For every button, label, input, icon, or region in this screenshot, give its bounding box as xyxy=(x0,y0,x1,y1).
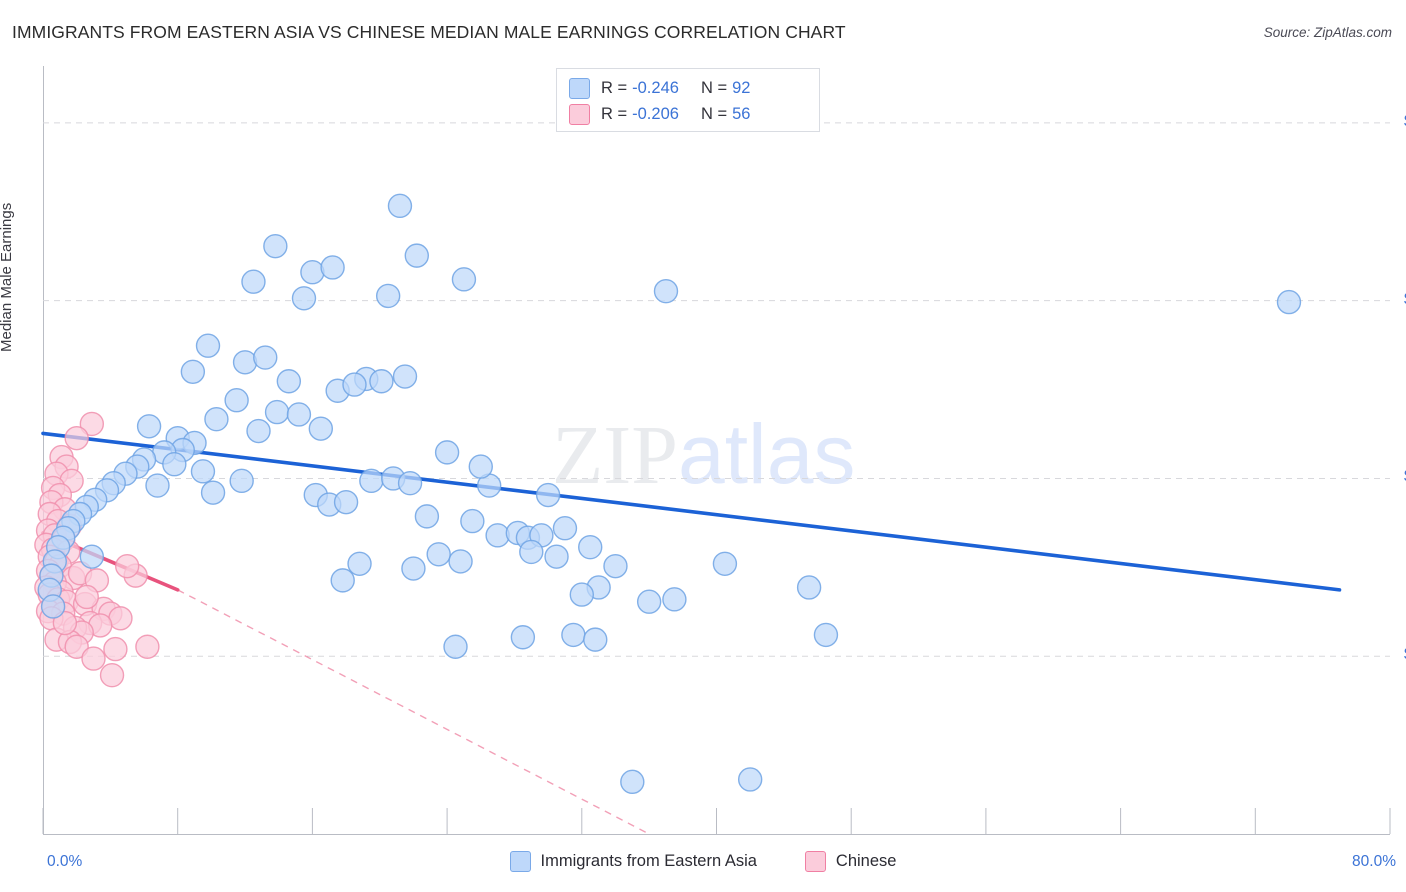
bottom-legend: Immigrants from Eastern Asia Chinese xyxy=(0,851,1406,872)
gridlines xyxy=(43,122,1390,657)
stats-n-value-0: 92 xyxy=(732,78,751,97)
source-attribution: Source: ZipAtlas.com xyxy=(1263,25,1392,40)
legend-swatch-immigrants xyxy=(509,851,531,872)
stats-r-value-1: -0.206 xyxy=(632,104,679,123)
stats-swatch-immigrants xyxy=(569,77,590,99)
stats-n-value-1: 56 xyxy=(732,104,751,123)
y-axis-tick-label: $37,500 xyxy=(1404,646,1406,664)
y-axis-line xyxy=(43,66,44,834)
x-axis-max-label: 80.0% xyxy=(1352,853,1396,870)
stats-r-key-1: R = xyxy=(601,104,628,123)
stats-n-key-1: N = xyxy=(700,104,728,123)
page-title: IMMIGRANTS FROM EASTERN ASIA VS CHINESE … xyxy=(12,22,846,42)
legend-item-immigrants[interactable]: Immigrants from Eastern Asia xyxy=(509,851,757,872)
stats-r-key-0: R = xyxy=(601,78,628,97)
stats-swatch-chinese xyxy=(569,103,590,125)
legend-swatch-chinese xyxy=(804,851,826,872)
legend-label-immigrants: Immigrants from Eastern Asia xyxy=(540,852,757,870)
trend-lines xyxy=(41,431,1342,835)
x-axis-ticks xyxy=(42,808,1391,834)
y-axis-tick-label: $150,000 xyxy=(1404,113,1406,131)
x-axis-min-label: 0.0% xyxy=(47,853,83,870)
y-axis-tick-label: $112,500 xyxy=(1404,291,1406,309)
y-axis-tick-label: $75,000 xyxy=(1404,468,1406,486)
stats-r-value-0: -0.246 xyxy=(632,78,679,97)
stats-row-immigrants: R = -0.246 N = 92 xyxy=(569,75,809,101)
stats-row-chinese: R = -0.206 N = 56 xyxy=(569,101,809,127)
x-axis-line xyxy=(43,834,1390,835)
correlation-stats-box: R = -0.246 N = 92 R = -0.206 N = 56 xyxy=(556,68,820,132)
stats-n-key-0: N = xyxy=(700,78,728,97)
legend-label-chinese: Chinese xyxy=(835,852,897,870)
scatter-points-immigrants xyxy=(37,193,1302,795)
legend-item-chinese[interactable]: Chinese xyxy=(804,851,897,872)
